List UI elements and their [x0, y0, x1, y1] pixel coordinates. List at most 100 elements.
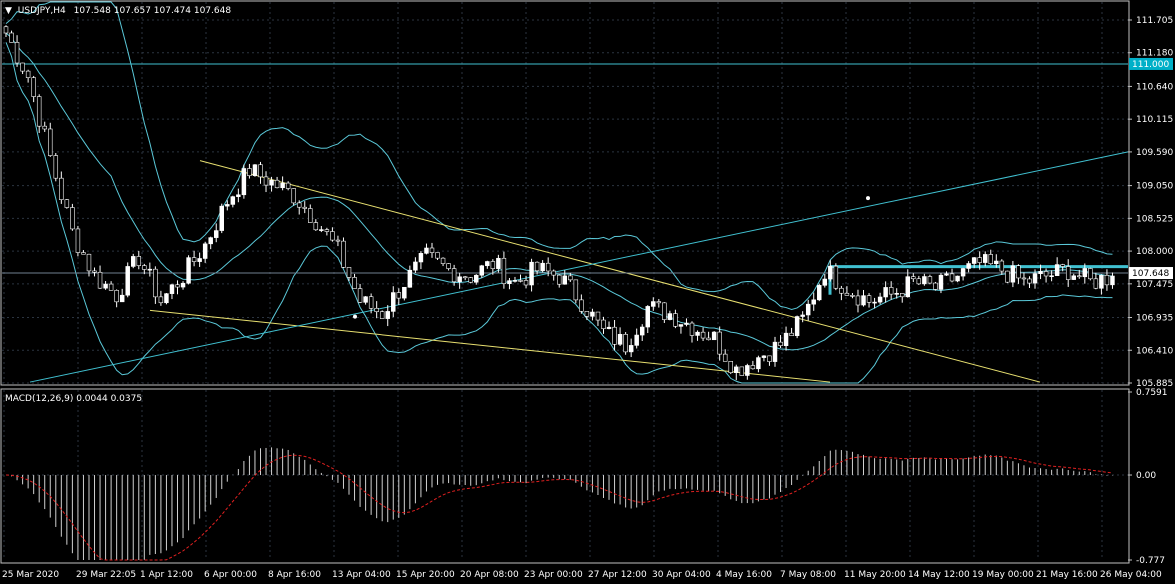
candle-body	[119, 294, 125, 303]
candle-body	[839, 287, 844, 294]
candle-body	[501, 257, 507, 284]
y-tick-label: 105.885	[1136, 379, 1173, 389]
candle-body	[1021, 277, 1027, 280]
candle-body	[944, 273, 949, 276]
y-tick-label: 106.410	[1136, 346, 1173, 356]
candle-body	[794, 316, 800, 337]
candle-body	[97, 271, 103, 289]
candle-body	[368, 296, 374, 309]
candle-body	[584, 311, 590, 317]
candle-body	[302, 206, 307, 209]
channel-anchor-point	[866, 196, 870, 201]
candle-body	[590, 311, 595, 317]
candle-body	[1038, 271, 1043, 274]
candle-body	[313, 222, 319, 231]
candle-body	[761, 355, 767, 358]
candle-body	[651, 301, 656, 307]
candle-body	[545, 262, 551, 272]
candle-body	[396, 292, 402, 299]
candle-body	[92, 270, 97, 273]
candle-body	[684, 322, 689, 325]
candle-body	[595, 311, 601, 321]
candle-body	[728, 361, 733, 373]
candle-body	[678, 324, 684, 327]
candle-body	[540, 262, 545, 272]
last-price-badge	[1129, 267, 1173, 280]
y-tick-label: 108.525	[1136, 214, 1173, 224]
candle-body	[789, 332, 794, 337]
candle-body	[634, 334, 639, 346]
rising-channel-line	[29, 151, 1129, 383]
candle-body	[3, 26, 9, 34]
candle-body	[888, 287, 894, 295]
candle-body	[667, 313, 673, 320]
x-tick-label: 30 Apr 04:00	[652, 570, 711, 580]
candle-body	[225, 204, 230, 207]
candle-body	[474, 274, 479, 283]
macd-y-tick-label: 0.7591	[1136, 388, 1168, 398]
candle-body	[639, 326, 645, 336]
macd-series	[2, 447, 1128, 561]
indicator-overlays: 111.000 107.648	[2, 1, 1173, 384]
symbol-header[interactable]: ▼ USDJPY,H4 107.548 107.657 107.474 107.…	[5, 6, 231, 16]
y-tick-label: 110.115	[1136, 115, 1173, 125]
candle-body	[1082, 268, 1088, 278]
candle-body	[285, 182, 291, 189]
candle-body	[103, 283, 108, 289]
candle-body	[612, 326, 617, 345]
candle-body	[556, 274, 562, 285]
upper-trendline	[199, 160, 1041, 383]
macd-signal-line	[5, 454, 1113, 561]
x-tick-label: 7 May 08:00	[780, 570, 836, 580]
candle-body	[462, 276, 468, 279]
y-tick-label: 109.590	[1136, 148, 1173, 158]
candle-body	[850, 295, 855, 297]
bollinger-upper-line	[5, 1, 1113, 311]
candle-body	[1077, 275, 1082, 278]
horizontal-level-label: 111.000	[1132, 60, 1169, 70]
candle-body	[695, 331, 700, 336]
candle-body	[319, 229, 324, 231]
candle-body	[81, 252, 86, 255]
candle-body	[783, 332, 789, 347]
candle-body	[833, 265, 839, 289]
candle-body	[241, 168, 247, 196]
macd-y-tick-label: 0.00	[1136, 471, 1156, 481]
candle-body	[1065, 266, 1071, 280]
candle-body	[330, 231, 335, 241]
candle-body	[905, 276, 911, 298]
candle-body	[662, 302, 667, 320]
candle-body	[385, 311, 390, 319]
candle-body	[689, 322, 695, 336]
candle-body	[263, 176, 269, 186]
candle-body	[175, 284, 180, 288]
candle-body	[280, 182, 285, 189]
candle-body	[153, 268, 158, 298]
x-tick-label: 23 Apr 00:00	[524, 570, 583, 580]
candle-body	[971, 257, 977, 264]
candle-body	[568, 275, 573, 281]
candle-body	[1043, 271, 1049, 277]
candle-body	[291, 188, 296, 204]
candle-body	[999, 260, 1005, 272]
y-tick-label: 108.000	[1136, 247, 1173, 257]
candle-body	[1054, 264, 1060, 276]
candle-body	[756, 357, 761, 370]
bollinger-middle-line	[5, 32, 1113, 351]
candle-body	[1010, 265, 1016, 283]
candle-body	[440, 257, 446, 264]
candle-body	[407, 269, 413, 288]
candle-body	[31, 77, 36, 97]
candle-body	[844, 292, 850, 296]
candle-body	[772, 341, 778, 362]
candle-body	[191, 257, 197, 262]
candle-body	[252, 164, 258, 177]
candle-body	[125, 266, 130, 296]
x-tick-label: 26 May 04:00	[1100, 570, 1162, 580]
candle-body	[418, 253, 424, 263]
candle-body	[457, 276, 462, 283]
candle-body	[617, 334, 623, 345]
candle-body	[1060, 264, 1065, 267]
candle-body	[673, 313, 678, 327]
candle-body	[208, 237, 213, 245]
